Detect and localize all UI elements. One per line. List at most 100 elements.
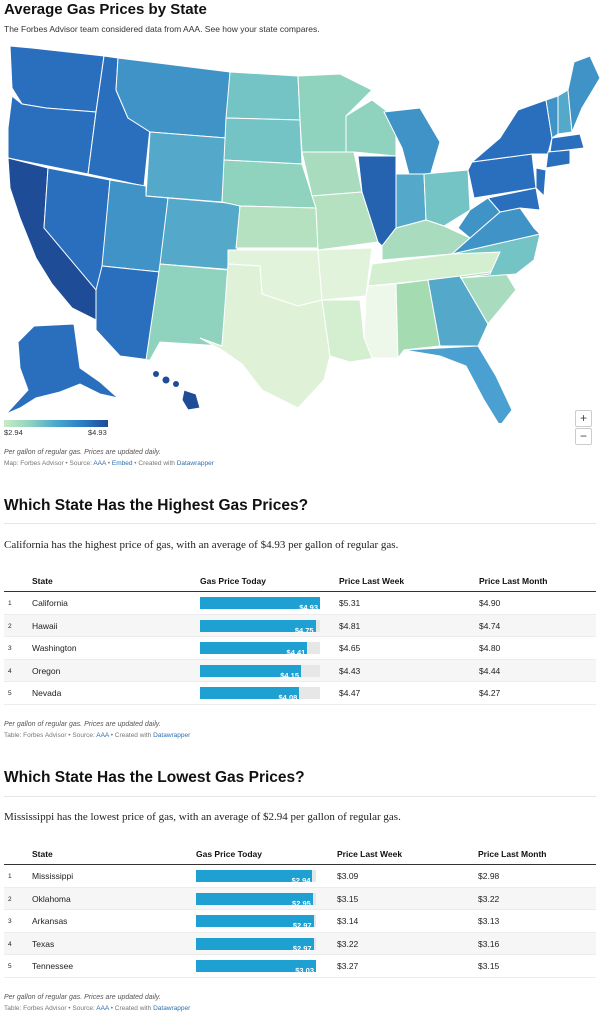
state-kansas[interactable] — [235, 205, 319, 249]
row-state-name: Oklahoma — [32, 893, 71, 904]
state-maryland[interactable] — [487, 187, 541, 213]
col-price-last-week[interactable]: Price Last Week — [337, 849, 403, 859]
table-row: 3 Arkansas $2.97 $3.14 $3.13 — [4, 910, 596, 933]
price-bar-value: $4.15 — [280, 670, 299, 680]
price-bar-value: $4.75 — [294, 625, 314, 635]
row-state-name: Mississippi — [32, 871, 74, 881]
price-bar-track: $2.94 — [196, 870, 316, 885]
col-state[interactable]: State — [32, 849, 53, 859]
highest-table: State Gas Price Today Price Last Week Pr… — [4, 572, 596, 705]
state-hawaii-island-3[interactable] — [173, 381, 179, 387]
map-legend-gradient — [4, 420, 108, 427]
state-pennsylvania[interactable] — [467, 153, 537, 199]
price-bar: $2.94 — [196, 870, 313, 885]
row-price-last-week: $3.09 — [337, 871, 359, 881]
col-state[interactable]: State — [32, 576, 53, 586]
row-price-last-week: $3.14 — [337, 916, 359, 927]
state-georgia[interactable] — [427, 275, 489, 347]
us-choropleth-map[interactable]: + − — [0, 38, 600, 445]
state-missouri[interactable] — [311, 191, 379, 251]
state-hawaii-island-2[interactable] — [162, 376, 170, 384]
state-connecticut[interactable] — [545, 149, 571, 169]
row-price-last-month: $4.80 — [479, 643, 501, 654]
price-bar: $4.08 — [200, 687, 300, 702]
row-price-last-month: $4.44 — [479, 665, 501, 676]
row-state-name: California — [32, 598, 68, 608]
map-embed-link[interactable]: Embed — [111, 460, 133, 467]
state-hawaii[interactable] — [181, 389, 201, 411]
col-price-last-month[interactable]: Price Last Month — [479, 576, 548, 586]
zoom-out-button[interactable]: − — [575, 428, 592, 445]
state-mississippi[interactable] — [363, 283, 399, 359]
row-price-last-week: $5.31 — [339, 598, 361, 608]
highest-source-link[interactable]: AAA — [96, 732, 109, 739]
highest-table-body: 1 California $4.93 $5.31 $4.90 2 Hawaii $4.75 $4… — [4, 592, 596, 705]
price-bar-value: $2.97 — [292, 943, 312, 953]
row-rank: 4 — [8, 940, 12, 948]
highest-source-created: • Created with — [108, 732, 154, 739]
lowest-datawrapper-link[interactable]: Datawrapper — [153, 1005, 191, 1012]
state-west-virginia[interactable] — [457, 197, 501, 239]
table-row: 1 Mississippi $2.94 $3.09 $2.98 — [4, 865, 596, 888]
highest-heading: Which State Has the Highest Gas Prices? — [4, 497, 309, 514]
state-arkansas[interactable] — [317, 247, 373, 301]
row-rank: 1 — [8, 600, 12, 607]
state-alabama[interactable] — [395, 279, 441, 360]
highest-summary: California has the highest price of gas,… — [4, 539, 399, 551]
col-price-last-month[interactable]: Price Last Month — [478, 849, 547, 859]
price-bar-value: $4.41 — [286, 648, 306, 658]
state-indiana[interactable] — [395, 173, 427, 229]
row-rank: 2 — [8, 895, 12, 903]
map-svg — [5, 45, 600, 427]
row-price-last-month: $3.22 — [478, 893, 500, 904]
table-row: 4 Texas $2.97 $3.22 $3.16 — [4, 932, 596, 956]
state-north-dakota[interactable] — [225, 71, 301, 121]
price-bar-value: $2.97 — [292, 921, 312, 931]
row-price-last-week: $3.15 — [337, 893, 359, 904]
price-bar: $2.97 — [196, 937, 314, 953]
state-maine[interactable] — [567, 55, 600, 133]
map-source-link[interactable]: AAA — [93, 460, 106, 467]
row-rank: 1 — [8, 873, 12, 880]
col-price-today[interactable]: Gas Price Today — [200, 576, 266, 586]
price-bar-value: $2.94 — [291, 876, 311, 885]
highest-datawrapper-link[interactable]: Datawrapper — [153, 732, 191, 739]
state-north-carolina[interactable] — [451, 233, 541, 279]
state-washington[interactable] — [9, 45, 105, 113]
price-bar-track: $2.97 — [196, 915, 316, 931]
state-ohio[interactable] — [423, 169, 471, 227]
col-price-last-week[interactable]: Price Last Week — [339, 576, 405, 586]
state-massachusetts[interactable] — [549, 133, 585, 153]
lowest-source-link[interactable]: AAA — [96, 1005, 109, 1012]
map-source: Map: Forbes Advisor • Source: AAA • Embe… — [4, 460, 214, 467]
state-florida[interactable] — [403, 345, 513, 427]
row-state-name: Washington — [32, 643, 77, 654]
map-datawrapper-link[interactable]: Datawrapper — [176, 460, 214, 467]
state-alaska[interactable] — [5, 323, 120, 415]
state-kentucky[interactable] — [381, 219, 471, 261]
table-row: 4 Oregon $4.15 $4.43 $4.44 — [4, 659, 596, 683]
state-south-dakota[interactable] — [223, 117, 303, 165]
state-hawaii-island-1[interactable] — [153, 371, 159, 377]
price-bar-value: $2.95 — [292, 898, 311, 908]
zoom-in-button[interactable]: + — [575, 410, 592, 427]
table-row: 3 Washington $4.41 $4.65 $4.80 — [4, 637, 596, 660]
table-row: 1 California $4.93 $5.31 $4.90 — [4, 592, 596, 615]
col-price-today[interactable]: Gas Price Today — [196, 849, 262, 859]
row-price-last-week: $4.81 — [339, 620, 361, 631]
row-rank: 3 — [8, 918, 12, 926]
highest-divider — [4, 523, 596, 524]
row-price-last-month: $3.13 — [478, 916, 500, 927]
state-iowa[interactable] — [301, 151, 363, 197]
state-nebraska[interactable] — [221, 159, 317, 209]
state-new-jersey[interactable] — [535, 167, 547, 198]
state-wyoming[interactable] — [145, 131, 227, 203]
price-bar: $4.15 — [200, 664, 301, 680]
row-price-last-week: $3.22 — [337, 938, 359, 949]
state-new-york[interactable] — [470, 99, 553, 163]
row-price-last-month: $3.16 — [478, 938, 500, 949]
state-texas[interactable] — [199, 263, 331, 409]
state-south-carolina[interactable] — [459, 269, 517, 325]
price-bar: $2.95 — [196, 892, 313, 908]
row-price-last-month: $4.90 — [479, 598, 501, 608]
